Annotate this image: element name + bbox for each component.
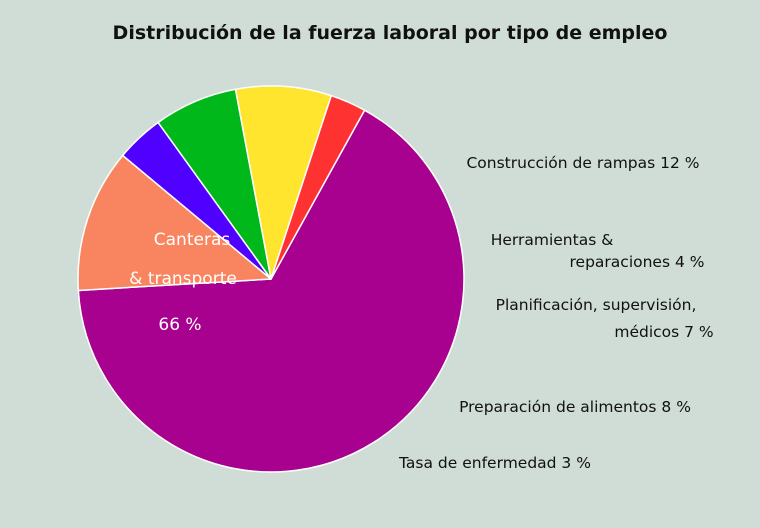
pie-slices <box>77 85 465 473</box>
slice-label-2-line-0: Herramientas & <box>491 231 614 249</box>
slice-label-2-line-1: reparaciones 4 % <box>570 253 705 271</box>
slice-label-0-line-1: & transporte <box>129 269 237 289</box>
slice-label-3-line-0: Planificación, supervisión, <box>496 296 697 314</box>
pie-slice-1 <box>77 154 272 292</box>
slice-label-1-line-0: Construcción de rampas 12 % <box>466 154 699 172</box>
slice-label-4-line-0: Preparación de alimentos 8 % <box>459 398 691 416</box>
slice-label-0-line-2: 66 % <box>158 315 201 335</box>
pie-slice-0 <box>77 109 465 473</box>
pie-slice-5 <box>270 94 366 280</box>
slice-label-3-line-1: médicos 7 % <box>614 323 713 341</box>
slice-labels: Canteras & transporte 66 % Construcción de … <box>129 154 713 472</box>
slice-label-0-line-0: Canteras <box>154 230 231 250</box>
slice-label-5-line-0: Tasa de enfermedad 3 % <box>398 454 591 472</box>
pie-slice-4 <box>234 85 333 280</box>
chart-title: Distribución de la fuerza laboral por ti… <box>113 22 668 44</box>
